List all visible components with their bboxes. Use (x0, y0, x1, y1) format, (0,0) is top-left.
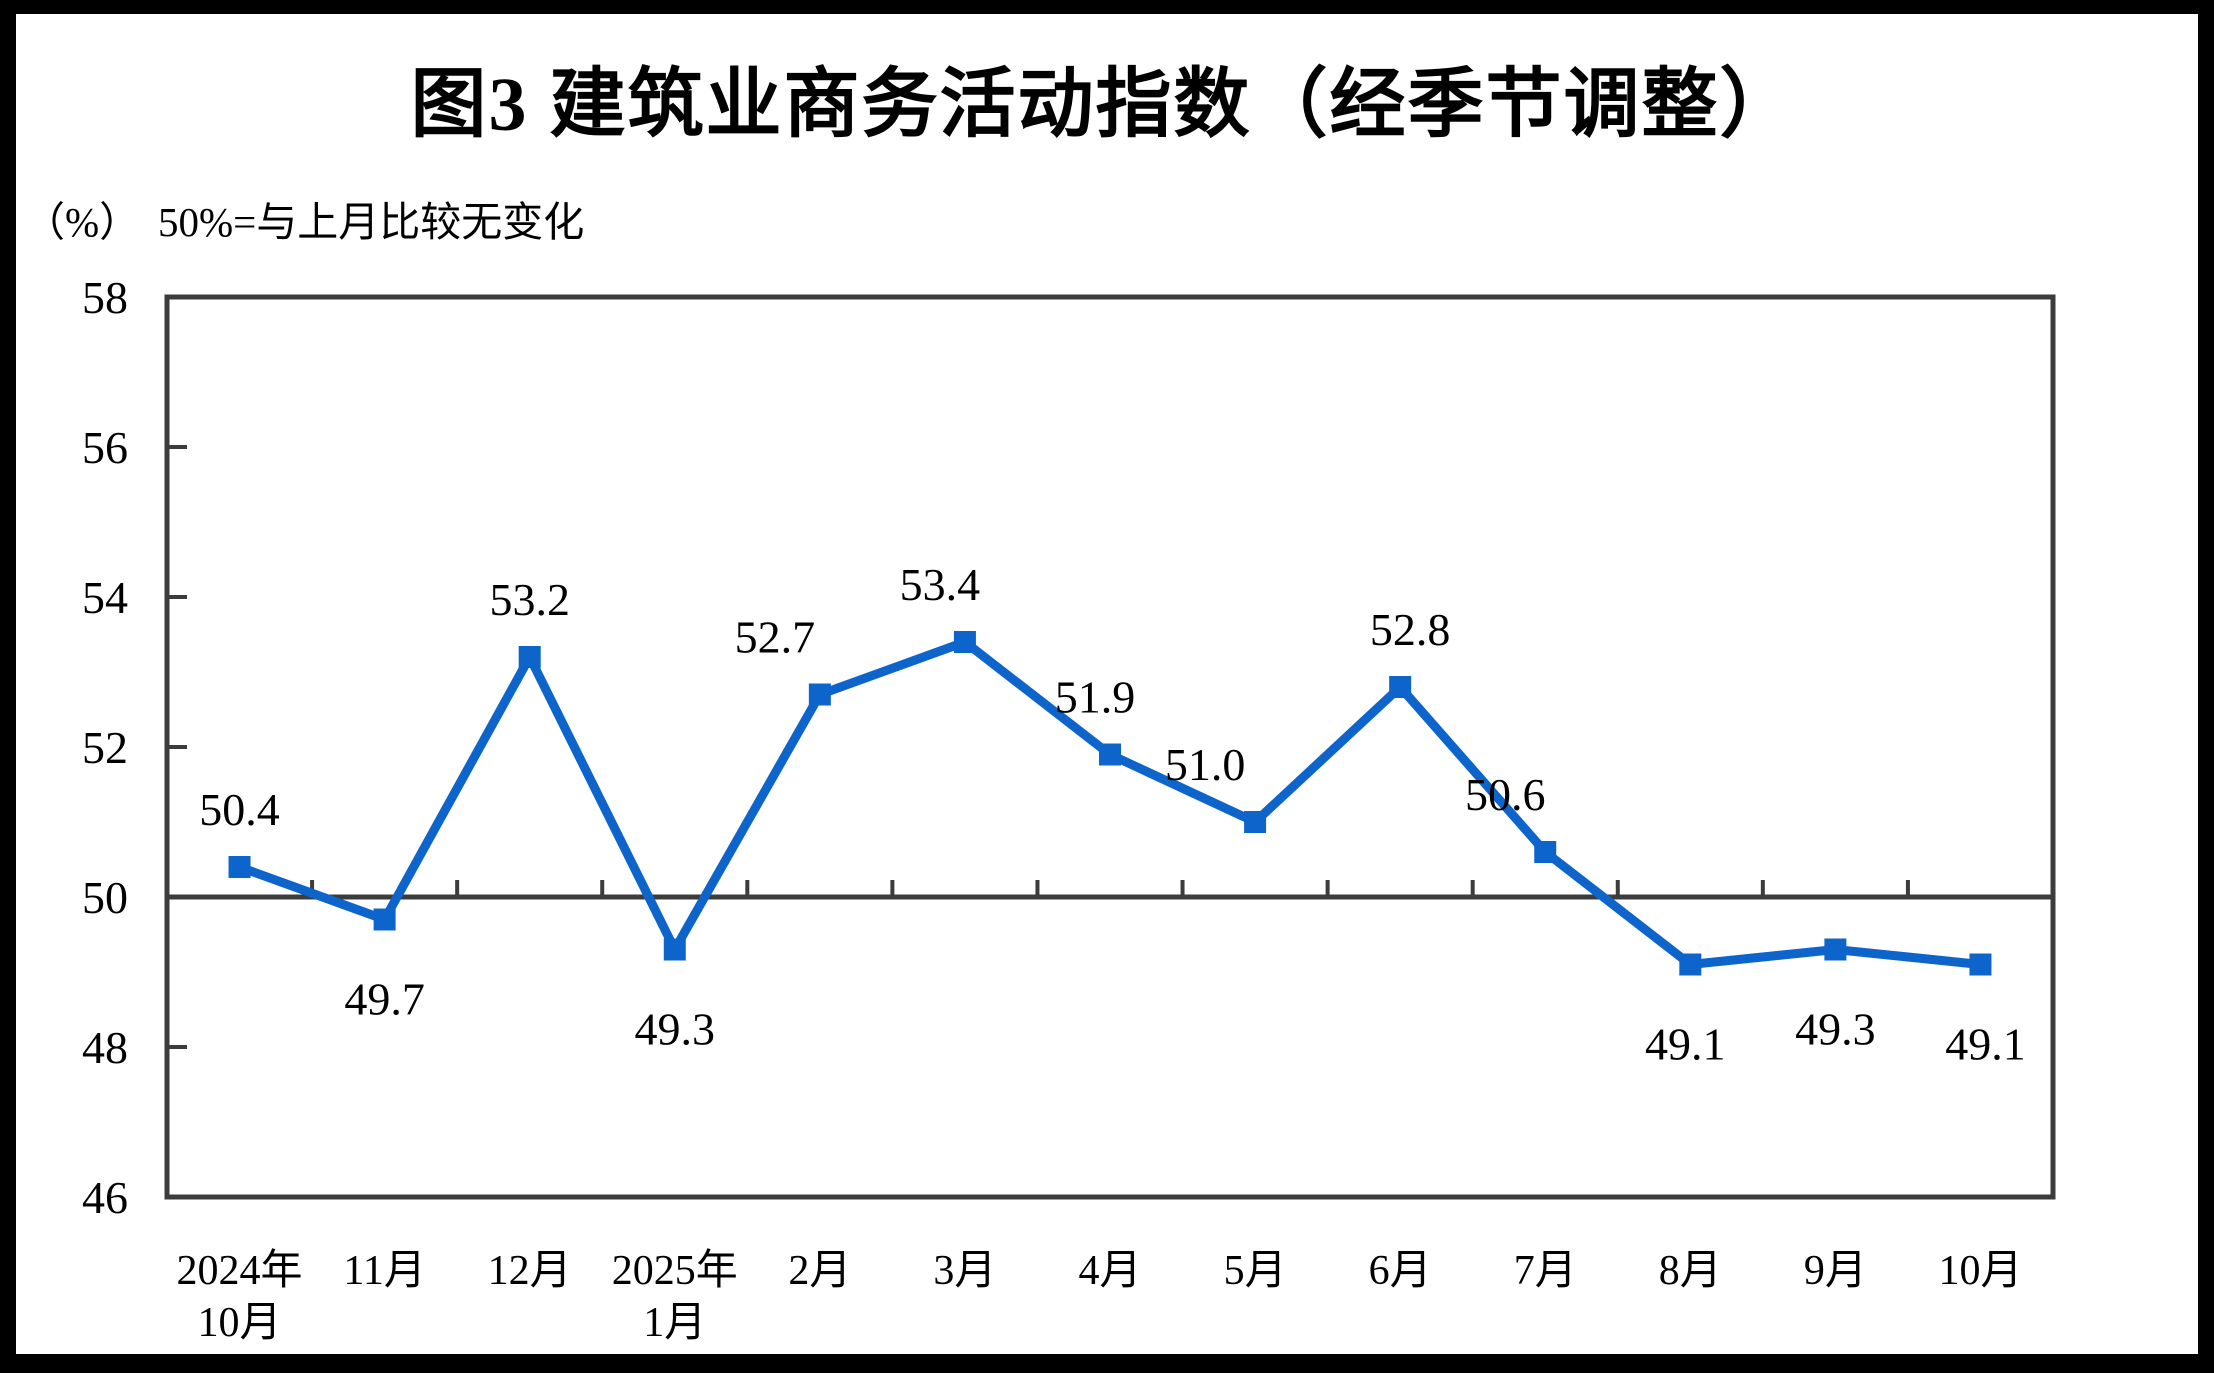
data-point-marker (518, 646, 541, 668)
data-point-labels: 50.4 49.7 53.2 49.3 52.7 53.4 51.9 51.0 52.8 50.6… (199, 559, 2025, 1070)
x-category-label: 2025年 (612, 1247, 738, 1294)
data-point-marker (663, 938, 686, 961)
reference-line-50 (167, 880, 2053, 900)
x-category-label: 2月 (788, 1248, 851, 1294)
x-category-label: 5月 (1224, 1248, 1287, 1294)
x-category-label: 6月 (1369, 1248, 1432, 1294)
data-point-label: 49.1 (1945, 1019, 2026, 1070)
data-point-label: 50.4 (199, 784, 280, 835)
y-tick-label: 46 (82, 1172, 128, 1223)
data-point-label: 53.4 (900, 559, 981, 610)
y-axis-labels: 46 48 50 52 54 56 58 (82, 272, 128, 1223)
data-point-marker (808, 683, 831, 706)
data-point-marker (1099, 743, 1121, 766)
x-category-label: 9月 (1804, 1248, 1867, 1294)
data-point-marker (1244, 811, 1267, 833)
x-category-label: 8月 (1659, 1248, 1722, 1294)
x-category-label: 3月 (933, 1248, 996, 1294)
data-point-label: 50.6 (1465, 769, 1546, 820)
y-tick-label: 48 (82, 1022, 128, 1073)
data-point-marker (1679, 953, 1702, 976)
x-category-label: 1月 (643, 1300, 706, 1346)
data-point-marker (373, 908, 396, 931)
data-point-marker (1824, 938, 1847, 961)
x-category-label: 12月 (488, 1248, 572, 1294)
data-point-marker (1534, 841, 1557, 863)
x-category-label: 11月 (343, 1248, 425, 1294)
data-point-marker (1389, 676, 1412, 698)
data-point-marker (953, 631, 976, 653)
x-category-label: 10月 (198, 1300, 282, 1346)
data-point-label: 52.8 (1370, 604, 1451, 655)
data-point-label: 52.7 (735, 612, 816, 663)
y-tick-label: 56 (82, 422, 128, 473)
y-tick-label: 52 (82, 722, 128, 773)
y-tick-label: 58 (82, 272, 128, 323)
data-point-label: 53.2 (489, 574, 570, 625)
data-point-marker (1969, 953, 1992, 976)
x-category-label: 2024年 (177, 1247, 303, 1294)
y-axis-unit-label: （%） (24, 199, 140, 245)
data-point-label: 51.9 (1055, 672, 1136, 723)
y-tick-label: 50 (82, 872, 128, 923)
data-point-label: 49.7 (344, 974, 425, 1025)
data-point-marker (228, 856, 251, 878)
x-category-label: 7月 (1514, 1248, 1577, 1294)
chart-title: 图3 建筑业商务活动指数（经季节调整） (411, 63, 1798, 147)
chart-canvas (16, 14, 2198, 1354)
x-axis-labels: 2024年 10月 11月 12月 2025年 1月 2月 3月 4月 5月 6月 7月 8月 9月 10月 (177, 1247, 2023, 1346)
data-point-label: 49.1 (1645, 1019, 1726, 1070)
x-category-label: 10月 (1938, 1248, 2022, 1294)
data-point-label: 49.3 (1795, 1004, 1876, 1055)
pmi-line-series (228, 631, 1992, 976)
chart-subtitle: 50%=与上月比较无变化 (158, 199, 584, 245)
x-category-label: 4月 (1078, 1248, 1141, 1294)
data-point-label: 51.0 (1165, 739, 1246, 790)
y-axis-ticks (167, 445, 187, 1049)
y-tick-label: 54 (82, 572, 128, 623)
data-point-label: 49.3 (635, 1004, 716, 1055)
